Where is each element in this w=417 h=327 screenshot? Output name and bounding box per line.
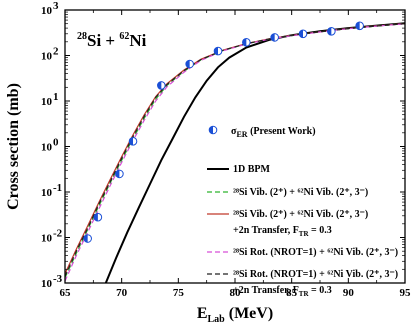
x-tick-label: 90 — [343, 287, 355, 299]
svg-text:²⁸Si Vib. (2⁺) + ⁶²Ni Vib. (2⁺: ²⁸Si Vib. (2⁺) + ⁶²Ni Vib. (2⁺, 3⁻) — [233, 209, 368, 220]
y-tick-label: 10 — [41, 233, 53, 245]
legend-item-2: ²⁸Si Vib. (2⁺) + ⁶²Ni Vib. (2⁺, 3⁻) — [207, 187, 368, 198]
series-line-4 — [65, 23, 405, 282]
legend-item-5: ²⁸Si Rot. (NROT=1) + ⁶²Ni Vib. (2⁺, 3⁻) +… — [207, 269, 398, 298]
x-tick-label: 95 — [400, 287, 412, 299]
er-data-point — [242, 38, 251, 47]
x-tick-label: 65 — [60, 287, 72, 299]
y-tick-exponent: -1 — [53, 182, 62, 194]
legend-item-3: ²⁸Si Vib. (2⁺) + ⁶²Ni Vib. (2⁺, 3⁻) +2n T… — [207, 209, 368, 238]
legend-item-4: ²⁸Si Rot. (NROT=1) + ⁶²Ni Vib. (2⁺, 3⁻) — [207, 247, 398, 258]
x-tick-label: 80 — [230, 287, 242, 299]
er-data-point — [157, 81, 166, 90]
series-line-5 — [65, 23, 405, 277]
er-data-point — [213, 46, 223, 56]
svg-text:1D BPM: 1D BPM — [233, 164, 271, 175]
er-data-point — [185, 59, 194, 69]
svg-text:σER (Present Work): σER (Present Work) — [231, 126, 316, 139]
svg-text:+2n Transfer, FTR = 0.3: +2n Transfer, FTR = 0.3 — [233, 225, 332, 238]
y-tick-exponent: 1 — [53, 91, 59, 103]
x-tick-label: 70 — [116, 287, 128, 299]
er-data-point — [115, 169, 124, 179]
y-tick-label: 10 — [41, 51, 53, 63]
y-tick-label: 10 — [41, 187, 53, 199]
y-tick-exponent: 2 — [53, 46, 59, 58]
legend: σER (Present Work) 1D BPM ²⁸Si Vib. (2⁺) +… — [207, 125, 398, 298]
y-tick-label: 10 — [41, 278, 53, 290]
x-tick-label: 75 — [173, 287, 185, 299]
er-data-point — [93, 212, 103, 222]
y-tick-label: 10 — [41, 142, 53, 154]
y-tick-exponent: -3 — [53, 273, 63, 285]
legend-item-1: 1D BPM — [207, 164, 271, 175]
er-data-point — [327, 27, 336, 36]
svg-text:²⁸Si Vib. (2⁺) + ⁶²Ni Vib. (2⁺: ²⁸Si Vib. (2⁺) + ⁶²Ni Vib. (2⁺, 3⁻) — [233, 187, 368, 198]
y-tick-label: 10 — [41, 5, 53, 17]
y-tick-exponent: 3 — [53, 0, 59, 12]
y-tick-exponent: 0 — [53, 137, 59, 149]
plot-area — [65, 21, 405, 283]
y-axis-title: Cross section (mb) — [5, 83, 22, 210]
svg-text:+2n Transfer, FTR = 0.3: +2n Transfer, FTR = 0.3 — [233, 285, 332, 298]
chart-title: 28Si + 62Ni — [77, 31, 147, 50]
er-data-point — [83, 234, 92, 243]
legend-item-experimental: σER (Present Work) — [208, 125, 316, 139]
er-data-point — [270, 33, 279, 42]
reaction-title: 28Si + 62Ni — [77, 31, 147, 50]
x-axis-title: ELab (MeV) — [197, 305, 273, 325]
x-tick-label: 85 — [286, 287, 298, 299]
svg-text:²⁸Si Rot. (NROT=1) + ⁶²Ni Vib.: ²⁸Si Rot. (NROT=1) + ⁶²Ni Vib. (2⁺, 3⁻) — [233, 269, 398, 280]
er-data-point — [355, 21, 364, 31]
er-data-point — [298, 29, 308, 39]
svg-text:²⁸Si Rot. (NROT=1) + ⁶²Ni Vib.: ²⁸Si Rot. (NROT=1) + ⁶²Ni Vib. (2⁺, 3⁻) — [233, 247, 398, 258]
y-tick-label: 10 — [41, 96, 53, 108]
y-tick-exponent: -2 — [53, 228, 63, 240]
er-data-point — [128, 137, 138, 146]
